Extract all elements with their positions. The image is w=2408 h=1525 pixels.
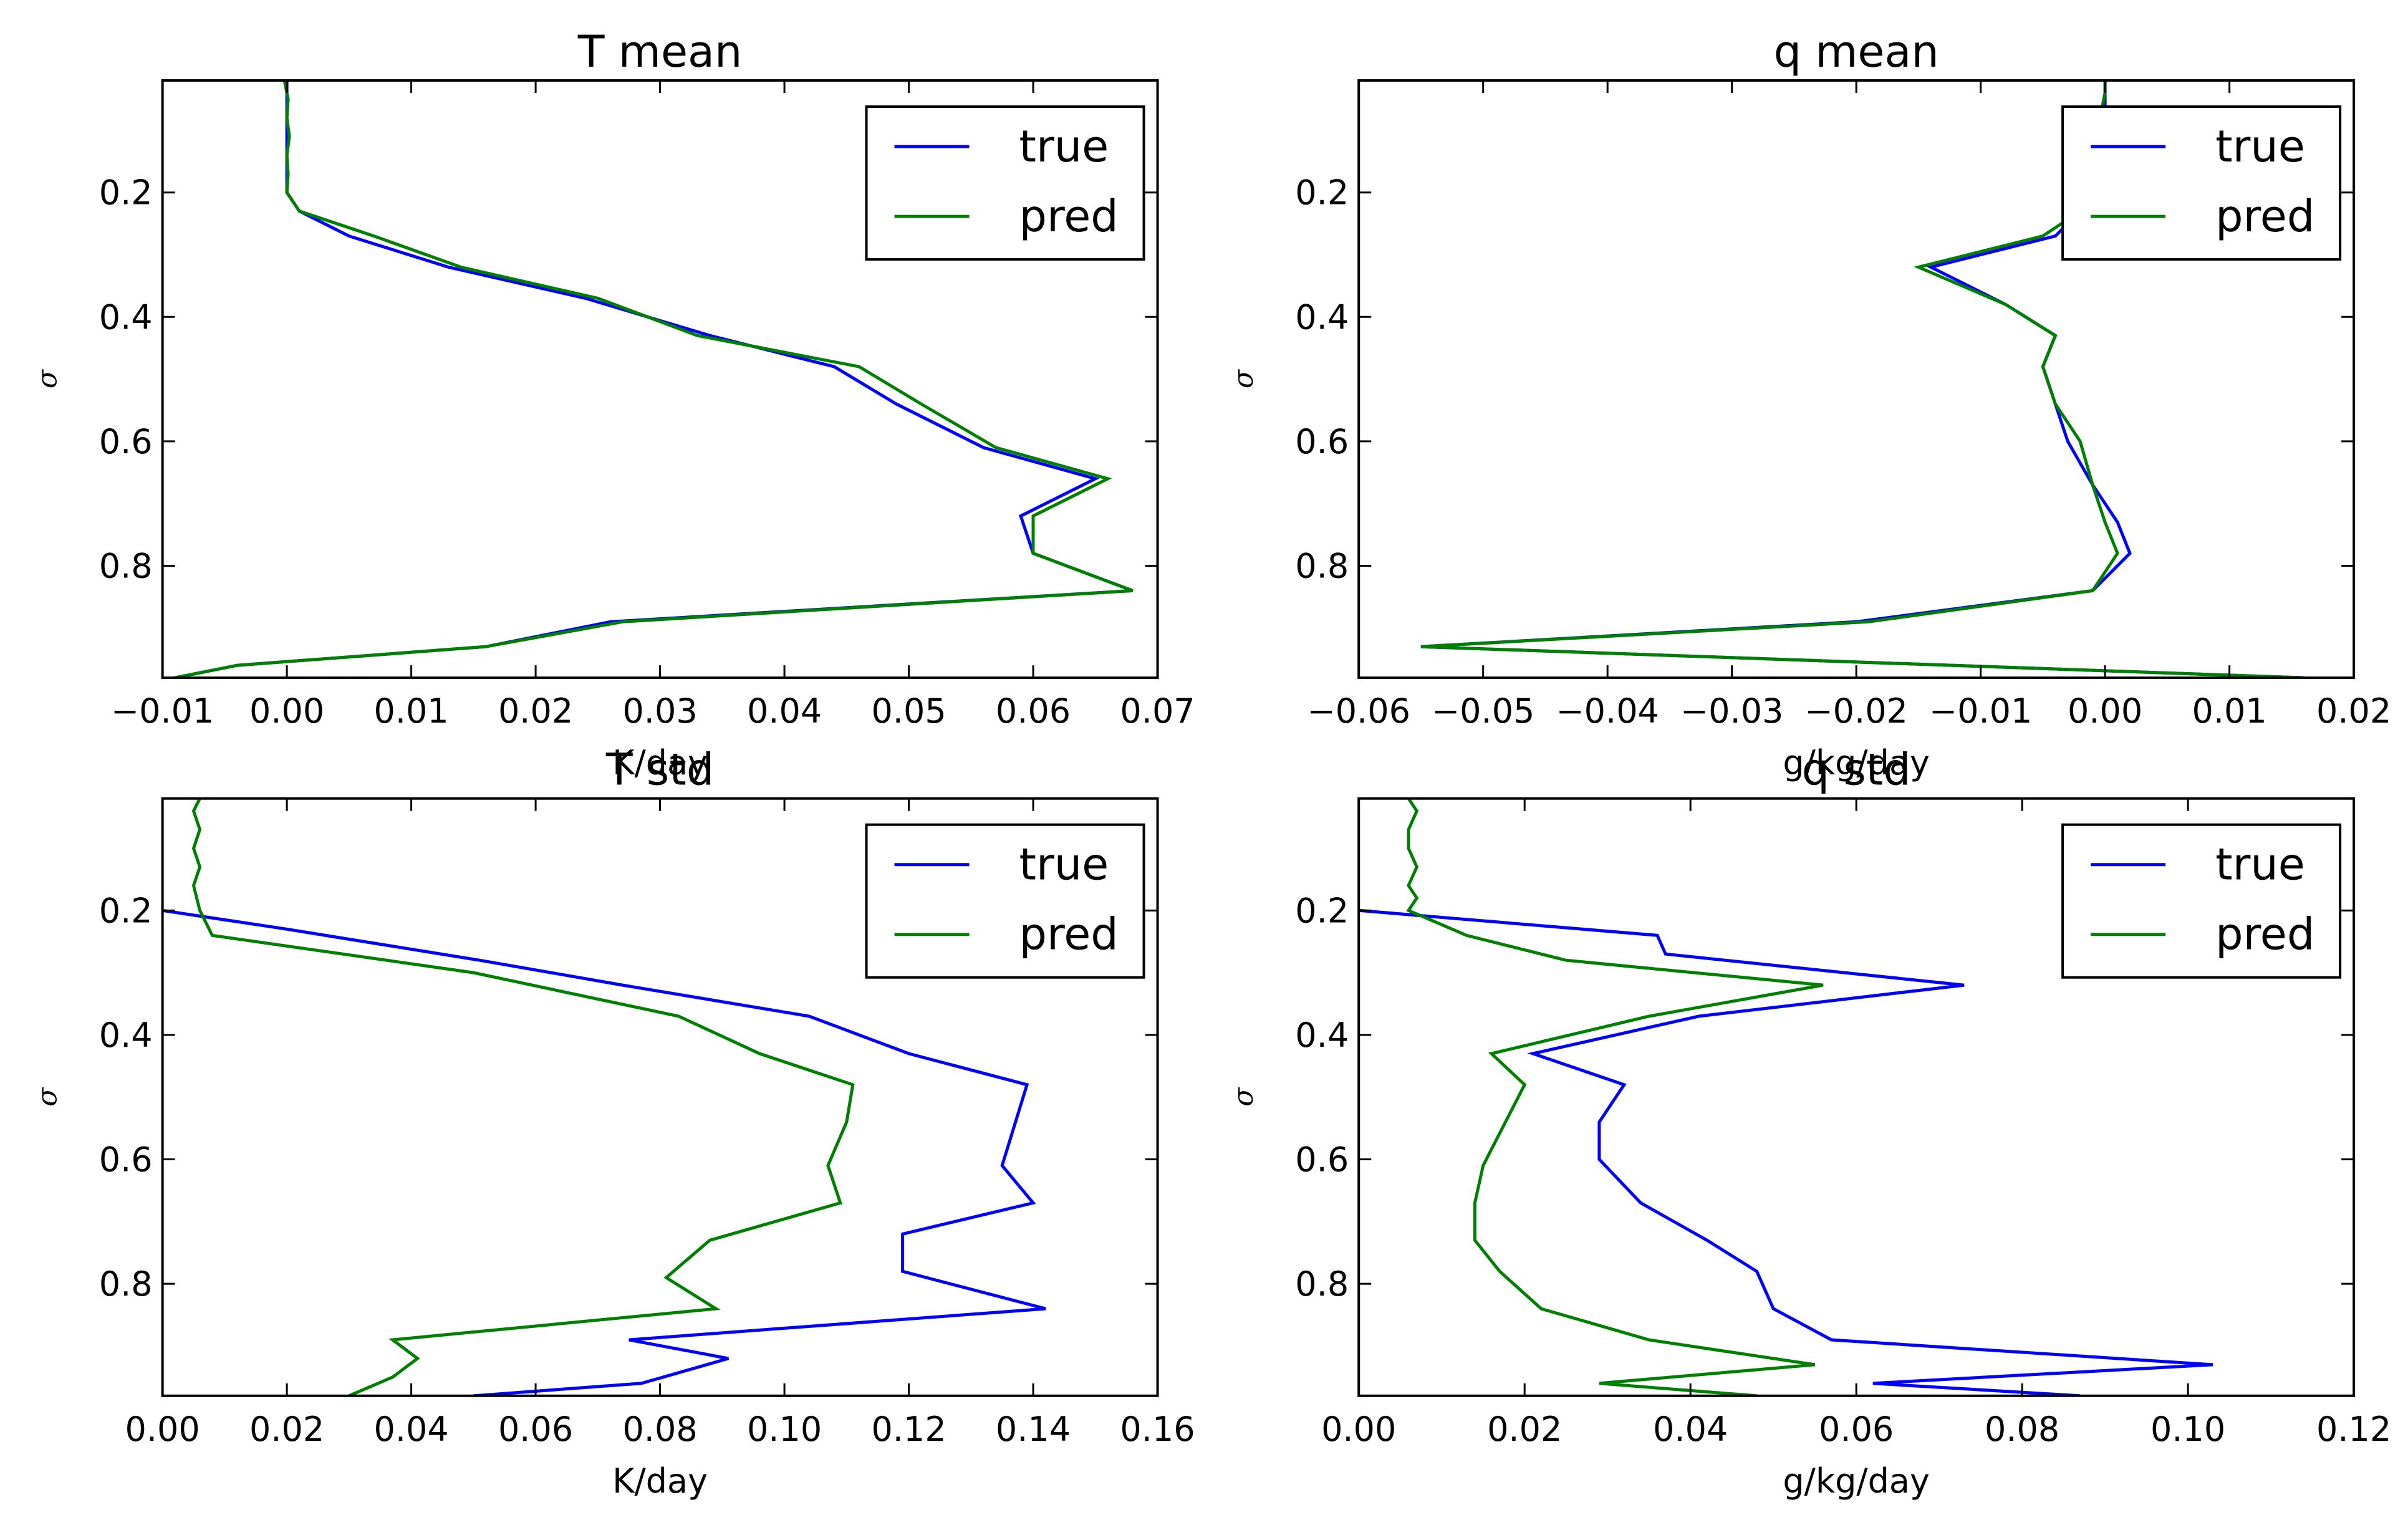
y-axis-label: σ [32, 1087, 64, 1107]
x-tick-label: −0.01 [111, 691, 214, 731]
x-tick-label: 0.08 [622, 1410, 697, 1449]
x-tick-label: 0.04 [373, 1410, 448, 1449]
y-tick-label: 0.4 [1295, 297, 1349, 337]
x-tick-label: −0.01 [1929, 691, 2032, 731]
x-tick-label: 0.10 [747, 1410, 822, 1449]
x-tick-label: 0.04 [1653, 1410, 1728, 1449]
chart-title: q std [1802, 744, 1911, 796]
y-tick-label: 0.8 [99, 1264, 153, 1304]
series-line-pred [191, 798, 855, 1396]
x-tick-label: −0.03 [1680, 691, 1783, 731]
x-tick-label: 0.05 [871, 691, 946, 731]
legend: true pred [2061, 823, 2342, 979]
legend: true pred [865, 105, 1145, 261]
y-tick-label: 0.8 [99, 546, 153, 585]
chart-title: T mean [577, 26, 743, 77]
legend-label-pred: pred [1019, 191, 1119, 242]
chart-title: q mean [1774, 26, 1939, 77]
x-tick-label: 0.07 [1120, 691, 1195, 731]
legend-label-true: true [1019, 121, 1109, 172]
x-tick-label: 0.14 [996, 1410, 1071, 1449]
y-tick-label: 0.8 [1295, 1264, 1349, 1304]
x-axis-label: g/kg/day [1783, 743, 1930, 782]
x-axis-label: g/kg/day [1783, 1461, 1930, 1501]
y-tick-label: 0.6 [1295, 1140, 1349, 1180]
y-tick-label: 0.2 [1295, 173, 1349, 213]
legend-box [2061, 105, 2342, 261]
y-tick-label: 0.4 [99, 297, 153, 337]
panel-1: −0.06 −0.05 −0.04 −0.03 −0.02 −0.01 0.00 0.01 0.… [1228, 26, 2391, 782]
y-tick-label: 0.2 [1295, 891, 1349, 930]
x-tick-label: 0.02 [498, 691, 573, 731]
x-axis-label: K/day [612, 743, 708, 782]
x-tick-label: 0.02 [1487, 1410, 1562, 1449]
y-tick-label: 0.6 [1295, 422, 1349, 461]
x-tick-label: 0.06 [498, 1410, 573, 1449]
x-tick-label: 0.12 [2316, 1410, 2391, 1449]
panel-2: 0.00 0.02 0.04 0.06 0.08 0.10 0.12 0.14 0.16 0.2 0… [32, 744, 1195, 1501]
x-tick-label: 0.16 [1120, 1410, 1195, 1449]
series-line-pred [1406, 798, 1824, 1396]
y-axis-label: σ [1228, 1087, 1259, 1107]
x-tick-label: 0.00 [1321, 1410, 1396, 1449]
chart-title: T std [605, 744, 714, 796]
legend-label-true: true [2215, 121, 2305, 172]
legend-label-pred: pred [1019, 909, 1119, 960]
x-axis-label: K/day [612, 1461, 708, 1501]
x-tick-label: 0.00 [2068, 691, 2142, 731]
series-line-true [1359, 908, 2213, 1396]
legend-label-true: true [1019, 839, 1109, 890]
x-tick-label: 0.02 [249, 1410, 324, 1449]
legend-label-true: true [2215, 839, 2305, 890]
x-tick-label: 0.08 [1985, 1410, 2059, 1449]
x-tick-label: −0.02 [1804, 691, 1907, 731]
x-tick-label: 0.01 [2192, 691, 2267, 731]
y-tick-label: 0.6 [99, 1140, 153, 1180]
x-tick-label: 0.12 [871, 1410, 946, 1449]
panel-3: 0.00 0.02 0.04 0.06 0.08 0.10 0.12 0.2 0.4 0.6 0.8… [1228, 744, 2391, 1501]
x-tick-label: 0.00 [125, 1410, 200, 1449]
x-tick-label: 0.03 [622, 691, 697, 731]
x-tick-label: 0.02 [2316, 691, 2391, 731]
legend-label-pred: pred [2215, 909, 2314, 960]
legend: true pred [2061, 105, 2342, 261]
y-tick-label: 0.2 [99, 891, 153, 930]
y-tick-label: 0.8 [1295, 546, 1349, 585]
legend-box [865, 823, 1145, 979]
y-axis-label: σ [32, 368, 64, 388]
x-tick-label: 0.00 [249, 691, 324, 731]
y-tick-label: 0.6 [99, 422, 153, 461]
x-tick-label: −0.05 [1432, 691, 1534, 731]
x-tick-label: 0.06 [1819, 1410, 1894, 1449]
x-tick-label: −0.06 [1307, 691, 1410, 731]
x-tick-label: 0.04 [747, 691, 822, 731]
x-tick-label: 0.06 [996, 691, 1071, 731]
series-line-true [162, 908, 1046, 1396]
legend: true pred [865, 823, 1145, 979]
x-tick-label: 0.10 [2150, 1410, 2225, 1449]
y-axis-label: σ [1228, 368, 1259, 388]
panel-0: −0.01 0.00 0.01 0.02 0.03 0.04 0.05 0.06 0.07 0.2… [32, 26, 1195, 782]
legend-box [2061, 823, 2342, 979]
y-tick-label: 0.4 [1295, 1016, 1349, 1055]
y-tick-label: 0.2 [99, 173, 153, 213]
legend-box [865, 105, 1145, 261]
x-tick-label: −0.04 [1556, 691, 1659, 731]
legend-label-pred: pred [2215, 191, 2314, 242]
series-line-pred [175, 80, 1134, 678]
x-tick-label: 0.01 [373, 691, 448, 731]
y-tick-label: 0.4 [99, 1016, 153, 1055]
